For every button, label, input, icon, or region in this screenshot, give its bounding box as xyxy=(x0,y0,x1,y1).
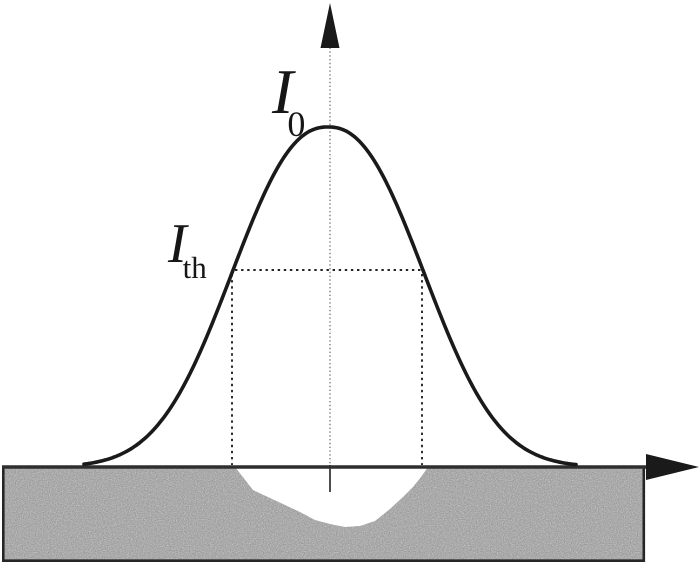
beam-intensity-curve xyxy=(82,125,578,467)
substrate-stipple-texture xyxy=(2,467,645,562)
threshold-intensity-subscript: th xyxy=(182,250,207,285)
threshold-intensity-symbol: I xyxy=(168,213,187,275)
peak-intensity-symbol: I xyxy=(272,56,294,127)
vertical-axis-arrowhead xyxy=(320,3,340,48)
substrate-border xyxy=(1,467,646,562)
horizontal-axis-arrowhead xyxy=(646,454,699,480)
peak-intensity-subscript: 0 xyxy=(287,104,306,144)
